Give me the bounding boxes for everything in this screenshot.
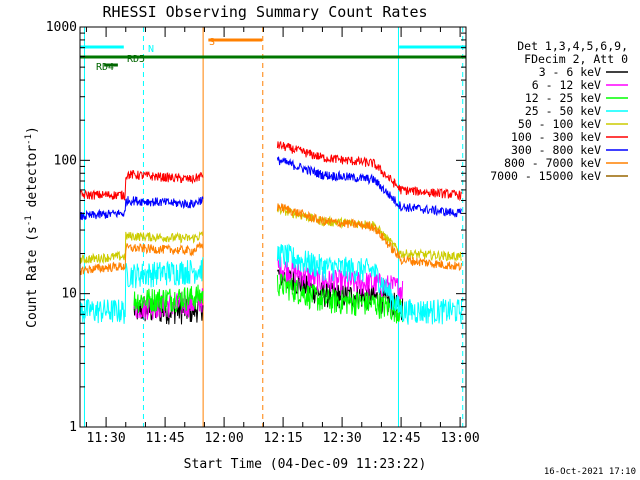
- y-label-sup-1: -1: [24, 215, 34, 226]
- axes: 1 10 100 1000 11:30 11:45 12:00 12:15 12:30 12:45…: [46, 20, 480, 446]
- series-12_25keV-trace: [133, 273, 404, 324]
- x-tick-label: 11:45: [146, 431, 185, 446]
- legend-label-1: 3 - 6 keV: [539, 65, 601, 79]
- flag-label-rd4: RD4: [96, 62, 114, 73]
- y-label-part-2: detector: [25, 145, 40, 216]
- y-label-part-1: Count Rate (s: [25, 226, 40, 328]
- legend-header-line-2: FDecim 2, Att 0: [524, 52, 628, 66]
- legend-label-5: 50 - 100 keV: [518, 117, 601, 131]
- series-50_100keV-trace: [79, 203, 463, 265]
- x-tick-label: 11:30: [87, 431, 126, 446]
- x-tick-label: 12:15: [264, 431, 303, 446]
- flag-label-n: N: [148, 44, 154, 55]
- legend-label-6: 100 - 300 keV: [511, 130, 601, 144]
- y-tick-label: 100: [54, 153, 77, 168]
- y-tick-label: 1: [69, 420, 77, 435]
- x-tick-label: 13:00: [441, 431, 480, 446]
- y-label-part-3: ): [25, 126, 40, 134]
- x-axis-label: Start Time (04-Dec-09 11:23:22): [184, 457, 427, 472]
- series-100_300keV-trace: [79, 140, 463, 202]
- legend-label-9: 7000 - 15000 keV: [490, 169, 601, 183]
- legend-label-4: 25 - 50 keV: [525, 104, 601, 118]
- plot-frame: [79, 26, 467, 428]
- x-tick-label: 12:45: [382, 431, 421, 446]
- flag-label-rd5: RD5: [127, 54, 145, 65]
- y-label-sup-2: -1: [24, 134, 34, 145]
- legend-label-8: 800 - 7000 keV: [504, 156, 601, 170]
- series-25_50keV-trace: [79, 243, 463, 325]
- x-tick-label: 12:00: [205, 431, 244, 446]
- legend: Det 1,3,4,5,6,9, FDecim 2, Att 0 3 - 6 k…: [490, 39, 628, 183]
- y-tick-label: 10: [61, 287, 77, 302]
- y-tick-label: 1000: [46, 20, 77, 35]
- series-800_7000keV-trace: [79, 203, 463, 275]
- legend-label-2: 6 - 12 keV: [532, 78, 601, 92]
- legend-header-line-1: Det 1,3,4,5,6,9,: [517, 39, 628, 53]
- plot-area: N S RD4 RD5: [79, 27, 466, 427]
- series-300_800keV-trace: [79, 156, 463, 221]
- chart-title: RHESSI Observing Summary Count Rates: [102, 3, 427, 21]
- x-tick-label: 12:30: [323, 431, 362, 446]
- generated-timestamp: 16-Oct-2021 17:10: [544, 467, 636, 477]
- y-axis-label: Count Rate (s-1 detector-1): [24, 126, 40, 328]
- legend-label-3: 12 - 25 keV: [525, 91, 601, 105]
- legend-label-7: 300 - 800 keV: [511, 143, 601, 157]
- flag-label-s: S: [209, 37, 215, 48]
